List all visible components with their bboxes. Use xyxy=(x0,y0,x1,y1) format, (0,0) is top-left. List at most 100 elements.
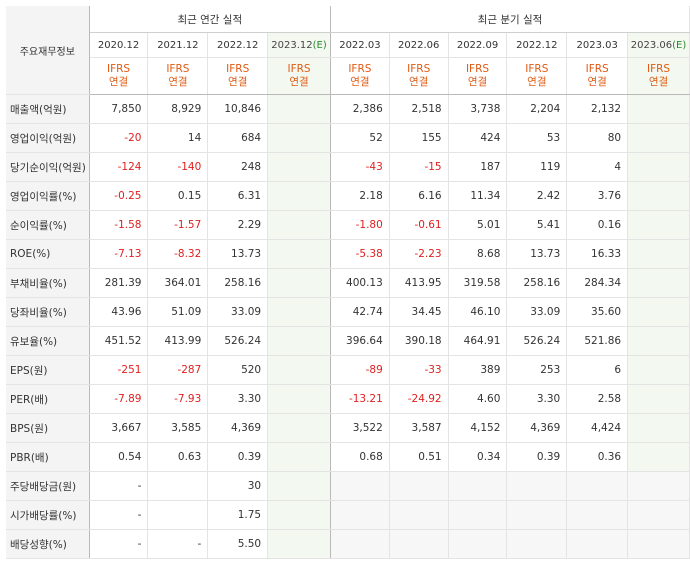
value-cell: -7.93 xyxy=(147,384,209,414)
value-cell: 400.13 xyxy=(330,268,390,298)
value-cell xyxy=(627,355,690,385)
period-label: 2023.06 xyxy=(630,39,673,51)
table-row: 유보율(%) 451.52 413.99 526.24 396.64 390.18 464.… xyxy=(6,326,690,356)
value-cell xyxy=(627,123,690,153)
value-cell xyxy=(627,152,690,182)
value-cell xyxy=(389,471,449,501)
consolidated-label: 연결 xyxy=(587,76,607,88)
value-cell: 2.29 xyxy=(207,210,269,240)
consolidated-label: 연결 xyxy=(289,76,309,88)
value-cell xyxy=(627,297,690,327)
period-header: 2020.12 xyxy=(89,32,149,58)
value-cell xyxy=(330,471,390,501)
ifrs-header: IFRS 연결 xyxy=(389,57,449,95)
table-row: EPS(원) -251 -287 520 -89 -33 389 253 6 xyxy=(6,355,690,385)
value-cell: 424 xyxy=(448,123,508,153)
value-cell xyxy=(147,471,209,501)
period-header: 2022.03 xyxy=(330,32,390,58)
table-row: PBR(배) 0.54 0.63 0.39 0.68 0.51 0.34 0.39 0.36 xyxy=(6,442,690,472)
value-cell: 13.73 xyxy=(506,239,568,269)
value-cell: 526.24 xyxy=(207,326,269,356)
ifrs-header: IFRS 연결 xyxy=(147,57,209,95)
value-cell: -1.80 xyxy=(330,210,390,240)
row-label: 순이익률(%) xyxy=(6,210,90,240)
value-cell: 4,424 xyxy=(566,413,629,443)
value-cell: 3.76 xyxy=(566,181,629,211)
value-cell: 389 xyxy=(448,355,508,385)
value-cell xyxy=(448,529,508,559)
value-cell xyxy=(267,152,331,182)
table-row: BPS(원) 3,667 3,585 4,369 3,522 3,587 4,152 4,36… xyxy=(6,413,690,443)
value-cell: 0.36 xyxy=(566,442,629,472)
row-label: 주당배당금(원) xyxy=(6,471,90,501)
value-cell: 4,369 xyxy=(506,413,568,443)
value-cell: 10,846 xyxy=(207,94,269,124)
value-cell: 53 xyxy=(506,123,568,153)
value-cell xyxy=(267,268,331,298)
value-cell: 3.30 xyxy=(207,384,269,414)
value-cell xyxy=(330,500,390,530)
row-label: 영업이익(억원) xyxy=(6,123,90,153)
value-cell: -15 xyxy=(389,152,449,182)
consolidated-label: 연결 xyxy=(228,76,248,88)
consolidated-label: 연결 xyxy=(350,76,370,88)
value-cell xyxy=(627,529,690,559)
value-cell: 0.68 xyxy=(330,442,390,472)
value-cell: 14 xyxy=(147,123,209,153)
table-row: 당좌비율(%) 43.96 51.09 33.09 42.74 34.45 46.10 33.… xyxy=(6,297,690,327)
row-label: 시가배당률(%) xyxy=(6,500,90,530)
value-cell: 684 xyxy=(207,123,269,153)
value-cell: 3,667 xyxy=(89,413,149,443)
value-cell: 33.09 xyxy=(207,297,269,327)
value-cell: -1.57 xyxy=(147,210,209,240)
value-cell: 35.60 xyxy=(566,297,629,327)
value-cell: - xyxy=(89,500,149,530)
ifrs-label: IFRS xyxy=(166,63,190,75)
ifrs-label: IFRS xyxy=(106,63,131,75)
value-cell: 0.54 xyxy=(89,442,149,472)
table-body: 매출액(억원) 7,850 8,929 10,846 2,386 2,518 3,738 2,… xyxy=(6,94,690,559)
value-cell: 3,522 xyxy=(330,413,390,443)
period-header: 2022.12 xyxy=(207,32,269,58)
value-cell: 5.01 xyxy=(448,210,508,240)
ifrs-label: IFRS xyxy=(646,63,671,75)
value-cell xyxy=(267,384,331,414)
value-cell xyxy=(267,326,331,356)
value-cell: -1.58 xyxy=(89,210,149,240)
value-cell: 2.58 xyxy=(566,384,629,414)
value-cell xyxy=(566,471,629,501)
table-row: ROE(%) -7.13 -8.32 13.73 -5.38 -2.23 8.68 13.73… xyxy=(6,239,690,269)
value-cell: -0.61 xyxy=(389,210,449,240)
value-cell: 2.18 xyxy=(330,181,390,211)
period-header: 2022.12 xyxy=(506,32,568,58)
value-cell xyxy=(627,181,690,211)
value-cell: 80 xyxy=(566,123,629,153)
value-cell: -251 xyxy=(89,355,149,385)
table-row: PER(배) -7.89 -7.93 3.30 -13.21 -24.92 4.60 3.30… xyxy=(6,384,690,414)
value-cell: 413.95 xyxy=(389,268,449,298)
period-label: 2022.03 xyxy=(339,39,381,51)
value-cell: -140 xyxy=(147,152,209,182)
ifrs-header: IFRS 연결 xyxy=(506,57,568,95)
estimate-mark: (E) xyxy=(672,39,687,51)
value-cell: 34.45 xyxy=(389,297,449,327)
value-cell xyxy=(627,500,690,530)
ifrs-label: IFRS xyxy=(226,63,250,75)
value-cell: 5.50 xyxy=(207,529,269,559)
value-cell: 281.39 xyxy=(89,268,149,298)
ifrs-header: IFRS 연결 xyxy=(330,57,390,95)
value-cell: 46.10 xyxy=(448,297,508,327)
value-cell: 390.18 xyxy=(389,326,449,356)
value-cell xyxy=(506,529,568,559)
value-cell: 2,386 xyxy=(330,94,390,124)
ifrs-header: IFRS 연결 xyxy=(627,57,690,95)
ifrs-header: IFRS 연결 xyxy=(89,57,149,95)
period-label: 2020.12 xyxy=(97,39,140,51)
value-cell xyxy=(267,529,331,559)
table-row: 당기순이익(억원) -124 -140 248 -43 -15 187 119 4 xyxy=(6,152,690,182)
value-cell: -20 xyxy=(89,123,149,153)
value-cell xyxy=(448,471,508,501)
period-label: 2023.12 xyxy=(271,39,313,51)
row-label: 유보율(%) xyxy=(6,326,90,356)
period-header: 2021.12 xyxy=(147,32,209,58)
